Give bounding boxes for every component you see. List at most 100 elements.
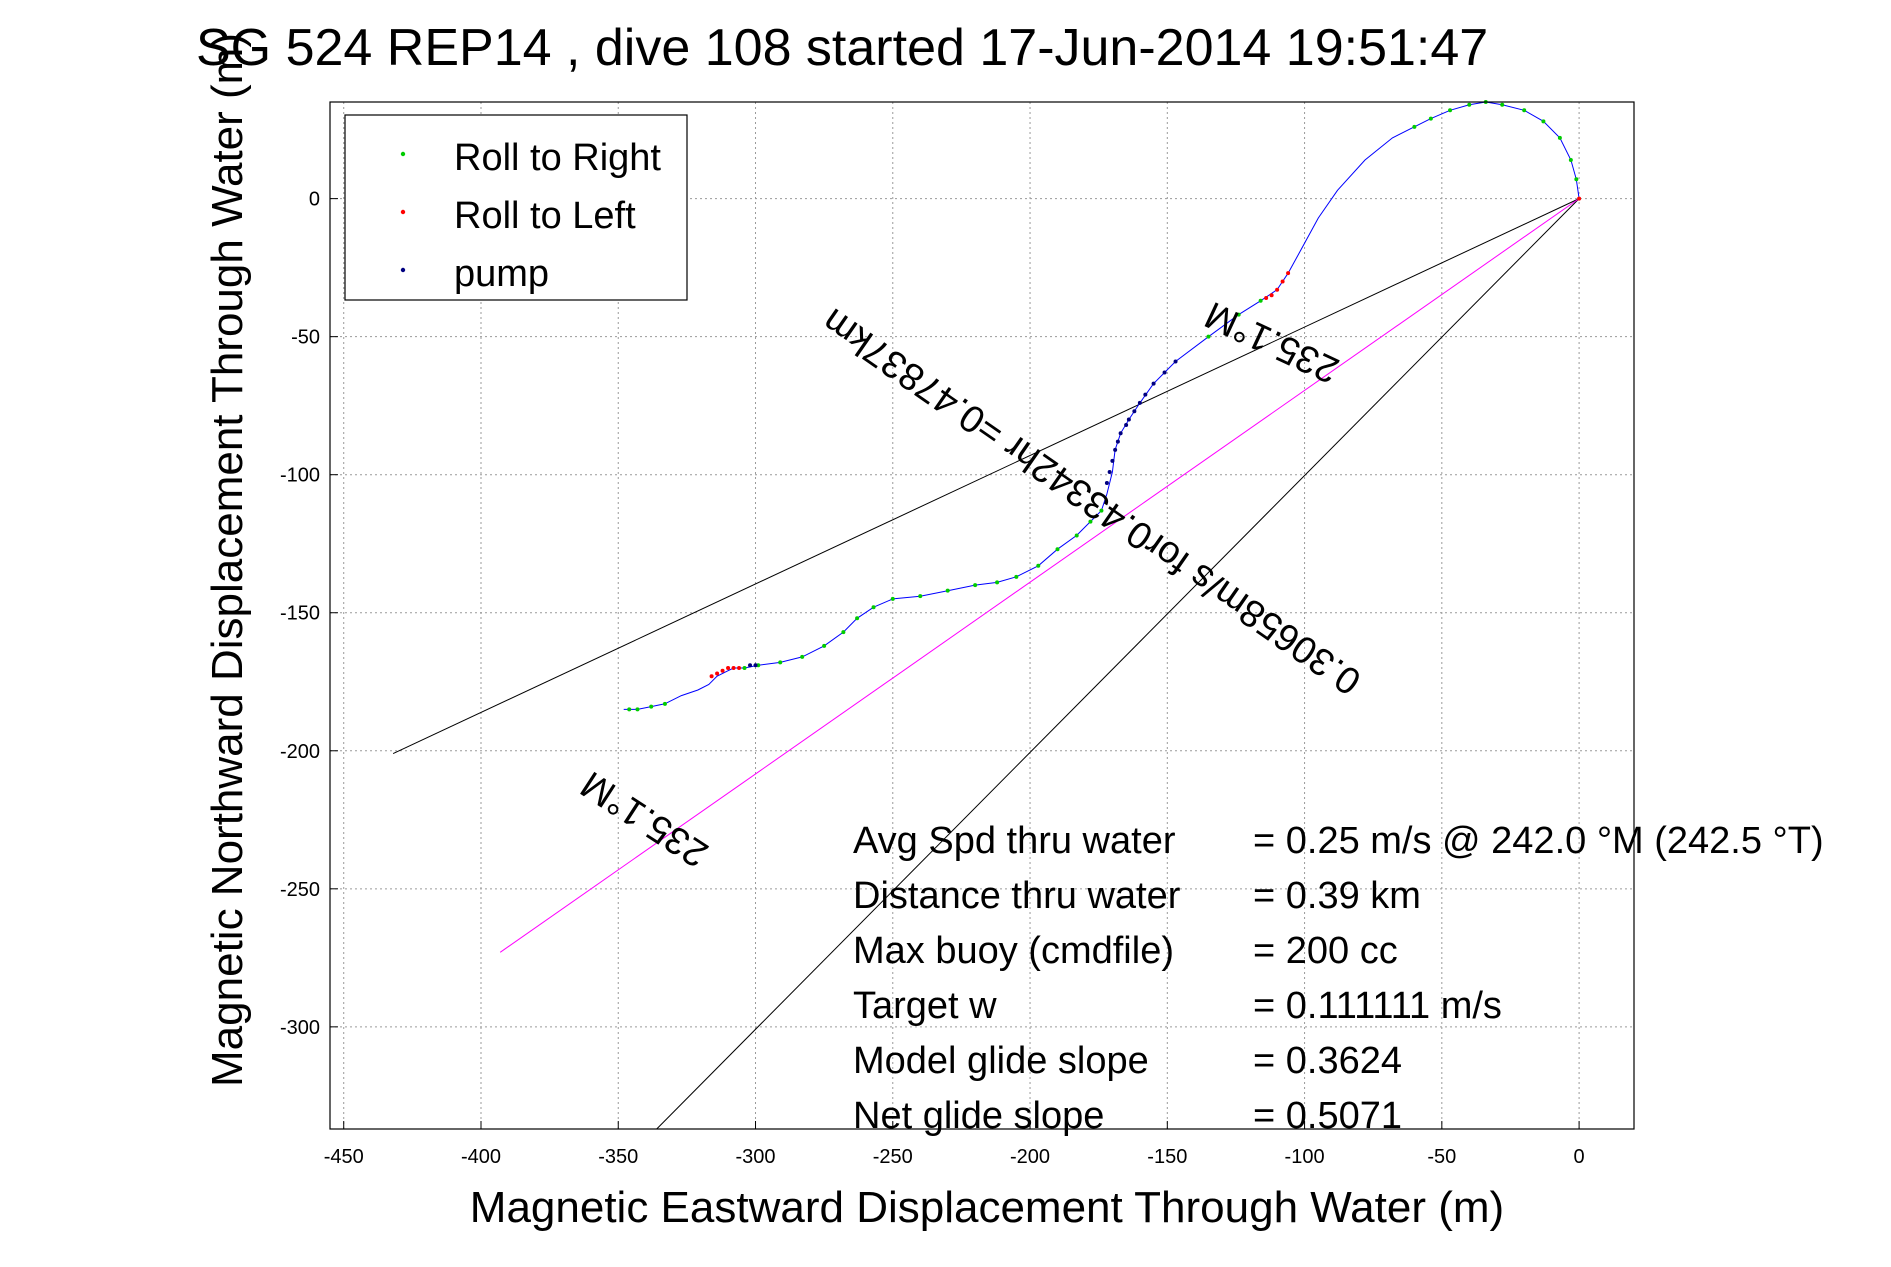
roll-right-point — [1500, 102, 1505, 107]
stat-label: Target w — [853, 985, 997, 1027]
x-tick-label--150: -150 — [1147, 1146, 1187, 1168]
roll-right-point — [1574, 177, 1579, 182]
stat-value: = 0.25 m/s @ 242.0 °M (242.5 °T) — [1253, 820, 1824, 862]
y-tick-label--150: -150 — [280, 603, 320, 625]
y-tick-label--300: -300 — [280, 1017, 320, 1039]
roll-right-point — [1467, 102, 1472, 107]
roll-right-point — [1206, 334, 1211, 339]
pump-point — [1137, 400, 1142, 405]
y-axis-label: Magnetic Northward Displacement Through … — [203, 33, 252, 1087]
legend-label-roll-right: Roll to Right — [454, 137, 661, 179]
roll-right-point — [635, 707, 640, 712]
legend-item-roll-right: Roll to Right — [400, 137, 661, 179]
roll-right-point — [1099, 508, 1104, 513]
stat-value: = 0.5071 — [1253, 1095, 1402, 1137]
legend-item-roll-left: Roll to Left — [400, 195, 636, 237]
stat-value: = 0.111111 m/s — [1253, 985, 1502, 1027]
pump-point — [1143, 392, 1148, 397]
stat-label: Model glide slope — [853, 1040, 1149, 1082]
roll-right-point — [800, 654, 805, 659]
roll-right-point — [1258, 298, 1263, 303]
roll-right-point — [1236, 312, 1241, 317]
roll-left-point — [1280, 279, 1285, 284]
pump-point — [1126, 417, 1131, 422]
x-tick-label--50: -50 — [1427, 1146, 1456, 1168]
legend: Roll to Right Roll to Left pump — [344, 114, 688, 301]
roll-left-point — [726, 665, 731, 670]
stat-label: Max buoy (cmdfile) — [853, 930, 1174, 972]
x-axis-label: Magnetic Eastward Displacement Through W… — [470, 1183, 1504, 1232]
marker-layer — [627, 100, 1582, 712]
roll-right-point — [1088, 519, 1093, 524]
x-tick-label--100: -100 — [1285, 1146, 1325, 1168]
pump-point — [1107, 469, 1112, 474]
tick-labels: -450 -400 -350 -300 -250 -200 -150 -100 -50 0 0 -50… — [280, 189, 1585, 1168]
roll-right-point — [756, 663, 761, 668]
roll-right-point — [1074, 533, 1079, 538]
x-tick-label--350: -350 — [598, 1146, 638, 1168]
roll-left-point — [1577, 196, 1582, 201]
roll-right-point — [841, 630, 846, 635]
roll-right-point — [871, 605, 876, 610]
roll-right-point — [890, 596, 895, 601]
legend-marker-pump — [400, 267, 406, 273]
roll-right-point — [1568, 157, 1573, 162]
roll-left-point — [1275, 287, 1280, 292]
pump-point — [1115, 439, 1120, 444]
pump-point — [1132, 409, 1137, 414]
stat-value: = 0.39 km — [1253, 875, 1421, 917]
x-tick-label--300: -300 — [736, 1146, 776, 1168]
y-tick-label-0: 0 — [309, 189, 320, 211]
stat-label: Net glide slope — [853, 1095, 1104, 1137]
roll-right-point — [1014, 574, 1019, 579]
grid — [330, 102, 1634, 1129]
roll-left-point — [737, 665, 742, 670]
pump-point — [1151, 381, 1156, 386]
roll-right-point — [1036, 563, 1041, 568]
roll-left-point — [1269, 293, 1274, 298]
roll-right-point — [1541, 119, 1546, 124]
roll-right-point — [1522, 108, 1527, 113]
roll-right-point — [918, 594, 923, 599]
legend-marker-roll-left — [400, 209, 406, 215]
roll-left-point — [731, 665, 736, 670]
roll-left-point — [715, 671, 720, 676]
stat-value: = 200 cc — [1253, 930, 1398, 972]
reference-lines — [392, 198, 1580, 1130]
roll-right-point — [778, 660, 783, 665]
average-line — [499, 198, 1580, 953]
plot-frame — [329, 101, 1635, 1130]
y-tick-label--250: -250 — [280, 879, 320, 901]
roll-right-point — [627, 707, 632, 712]
roll-right-point — [1428, 116, 1433, 121]
x-tick-label--450: -450 — [324, 1146, 364, 1168]
chart-title: SG 524 REP14 , dive 108 started 17-Jun-2… — [196, 19, 1488, 77]
pump-point — [1118, 431, 1123, 436]
roll-left-point — [1264, 296, 1269, 301]
roll-right-point — [1412, 124, 1417, 129]
legend-label-pump: pump — [454, 253, 549, 295]
stats-block: Avg Spd thru water = 0.25 m/s @ 242.0 °M … — [853, 820, 1824, 1137]
x-tick-label-0: 0 — [1574, 1146, 1585, 1168]
pump-point — [1124, 423, 1129, 428]
roll-left-point — [720, 668, 725, 673]
roll-right-point — [662, 701, 667, 706]
x-tick-label--250: -250 — [873, 1146, 913, 1168]
y-tick-label--100: -100 — [280, 465, 320, 487]
roll-left-point — [709, 674, 714, 679]
heading-line-lower — [656, 198, 1580, 1130]
heading-line-upper — [392, 198, 1580, 754]
roll-left-point — [1286, 271, 1291, 276]
pump-point — [1113, 447, 1118, 452]
roll-right-point — [945, 588, 950, 593]
roll-right-point — [973, 583, 978, 588]
stat-label: Distance thru water — [853, 875, 1181, 917]
y-tick-label--50: -50 — [291, 327, 320, 349]
roll-right-point — [1448, 108, 1453, 113]
pump-point — [1173, 359, 1178, 364]
roll-right-point — [1055, 547, 1060, 552]
roll-right-point — [995, 580, 1000, 585]
legend-marker-roll-right — [400, 151, 406, 157]
legend-item-pump: pump — [400, 253, 549, 295]
